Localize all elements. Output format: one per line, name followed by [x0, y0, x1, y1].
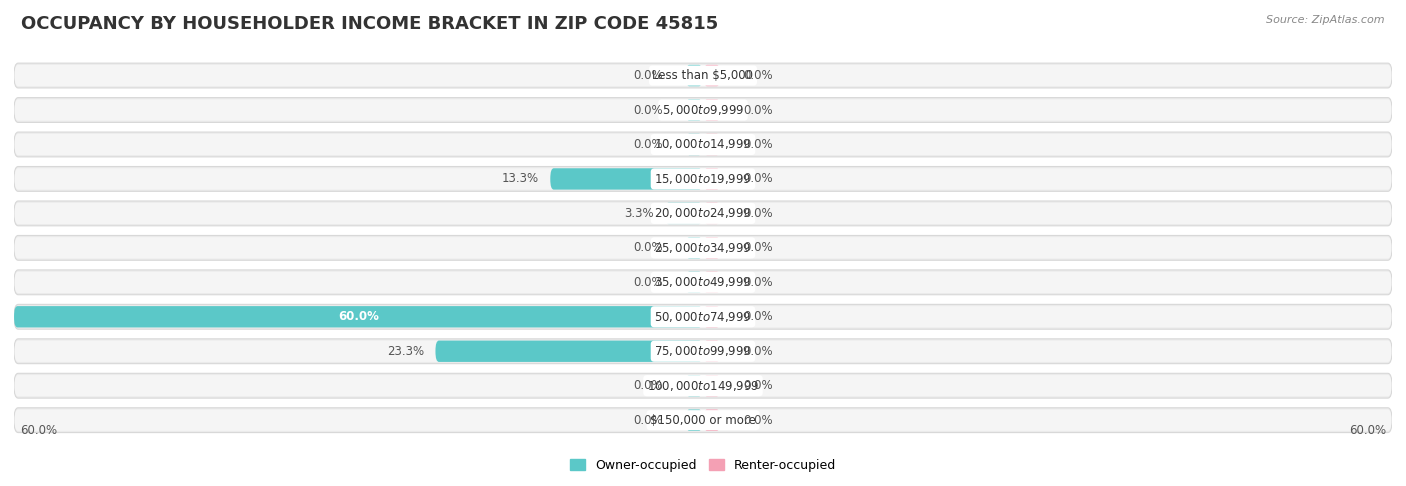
Text: $5,000 to $9,999: $5,000 to $9,999 — [662, 103, 744, 117]
FancyBboxPatch shape — [686, 65, 703, 86]
Text: 0.0%: 0.0% — [744, 310, 773, 323]
FancyBboxPatch shape — [703, 168, 720, 190]
Text: 0.0%: 0.0% — [633, 276, 662, 289]
Text: 0.0%: 0.0% — [744, 276, 773, 289]
FancyBboxPatch shape — [14, 373, 1392, 398]
FancyBboxPatch shape — [14, 134, 1392, 155]
FancyBboxPatch shape — [686, 134, 703, 155]
Text: 0.0%: 0.0% — [633, 69, 662, 82]
FancyBboxPatch shape — [14, 339, 1392, 364]
Text: 13.3%: 13.3% — [502, 173, 538, 186]
FancyBboxPatch shape — [14, 237, 1392, 259]
Text: $50,000 to $74,999: $50,000 to $74,999 — [654, 310, 752, 324]
FancyBboxPatch shape — [14, 167, 1392, 191]
FancyBboxPatch shape — [703, 203, 720, 224]
Text: 3.3%: 3.3% — [624, 207, 654, 220]
FancyBboxPatch shape — [14, 63, 1392, 88]
Text: $10,000 to $14,999: $10,000 to $14,999 — [654, 138, 752, 152]
FancyBboxPatch shape — [14, 270, 1392, 295]
FancyBboxPatch shape — [14, 410, 1392, 431]
FancyBboxPatch shape — [436, 341, 703, 362]
FancyBboxPatch shape — [14, 306, 1392, 328]
Text: 0.0%: 0.0% — [633, 414, 662, 427]
FancyBboxPatch shape — [14, 65, 1392, 86]
FancyBboxPatch shape — [14, 375, 1392, 397]
Text: $15,000 to $19,999: $15,000 to $19,999 — [654, 172, 752, 186]
Text: 0.0%: 0.0% — [633, 138, 662, 151]
Text: 60.0%: 60.0% — [337, 310, 380, 323]
FancyBboxPatch shape — [703, 237, 720, 259]
Text: $20,000 to $24,999: $20,000 to $24,999 — [654, 207, 752, 220]
Text: 0.0%: 0.0% — [744, 138, 773, 151]
FancyBboxPatch shape — [550, 168, 703, 190]
Text: Source: ZipAtlas.com: Source: ZipAtlas.com — [1267, 15, 1385, 25]
Text: 0.0%: 0.0% — [744, 104, 773, 117]
Legend: Owner-occupied, Renter-occupied: Owner-occupied, Renter-occupied — [565, 453, 841, 477]
FancyBboxPatch shape — [14, 272, 1392, 293]
Text: 0.0%: 0.0% — [744, 242, 773, 254]
FancyBboxPatch shape — [14, 306, 703, 328]
Text: 0.0%: 0.0% — [633, 242, 662, 254]
FancyBboxPatch shape — [686, 410, 703, 431]
Text: 0.0%: 0.0% — [744, 207, 773, 220]
FancyBboxPatch shape — [665, 203, 703, 224]
Text: 0.0%: 0.0% — [744, 69, 773, 82]
FancyBboxPatch shape — [14, 201, 1392, 226]
Text: $35,000 to $49,999: $35,000 to $49,999 — [654, 276, 752, 289]
Text: 0.0%: 0.0% — [744, 414, 773, 427]
FancyBboxPatch shape — [14, 235, 1392, 260]
Text: $25,000 to $34,999: $25,000 to $34,999 — [654, 241, 752, 255]
FancyBboxPatch shape — [14, 341, 1392, 362]
FancyBboxPatch shape — [703, 99, 720, 121]
Text: 60.0%: 60.0% — [20, 424, 56, 437]
Text: 0.0%: 0.0% — [744, 173, 773, 186]
Text: 0.0%: 0.0% — [633, 104, 662, 117]
FancyBboxPatch shape — [686, 272, 703, 293]
FancyBboxPatch shape — [703, 375, 720, 397]
Text: 0.0%: 0.0% — [633, 379, 662, 392]
FancyBboxPatch shape — [14, 132, 1392, 157]
FancyBboxPatch shape — [703, 272, 720, 293]
FancyBboxPatch shape — [14, 304, 1392, 329]
FancyBboxPatch shape — [703, 341, 720, 362]
FancyBboxPatch shape — [14, 98, 1392, 122]
Text: 60.0%: 60.0% — [1350, 424, 1386, 437]
FancyBboxPatch shape — [14, 168, 1392, 190]
FancyBboxPatch shape — [686, 99, 703, 121]
Text: $150,000 or more: $150,000 or more — [650, 414, 756, 427]
Text: 23.3%: 23.3% — [387, 345, 425, 358]
FancyBboxPatch shape — [703, 65, 720, 86]
Text: $100,000 to $149,999: $100,000 to $149,999 — [647, 379, 759, 393]
Text: $75,000 to $99,999: $75,000 to $99,999 — [654, 344, 752, 358]
FancyBboxPatch shape — [14, 99, 1392, 121]
FancyBboxPatch shape — [703, 410, 720, 431]
Text: 0.0%: 0.0% — [744, 345, 773, 358]
FancyBboxPatch shape — [686, 375, 703, 397]
FancyBboxPatch shape — [686, 237, 703, 259]
Text: Less than $5,000: Less than $5,000 — [652, 69, 754, 82]
Text: OCCUPANCY BY HOUSEHOLDER INCOME BRACKET IN ZIP CODE 45815: OCCUPANCY BY HOUSEHOLDER INCOME BRACKET … — [21, 15, 718, 33]
FancyBboxPatch shape — [14, 408, 1392, 433]
Text: 0.0%: 0.0% — [744, 379, 773, 392]
FancyBboxPatch shape — [703, 306, 720, 328]
FancyBboxPatch shape — [703, 134, 720, 155]
FancyBboxPatch shape — [14, 203, 1392, 224]
